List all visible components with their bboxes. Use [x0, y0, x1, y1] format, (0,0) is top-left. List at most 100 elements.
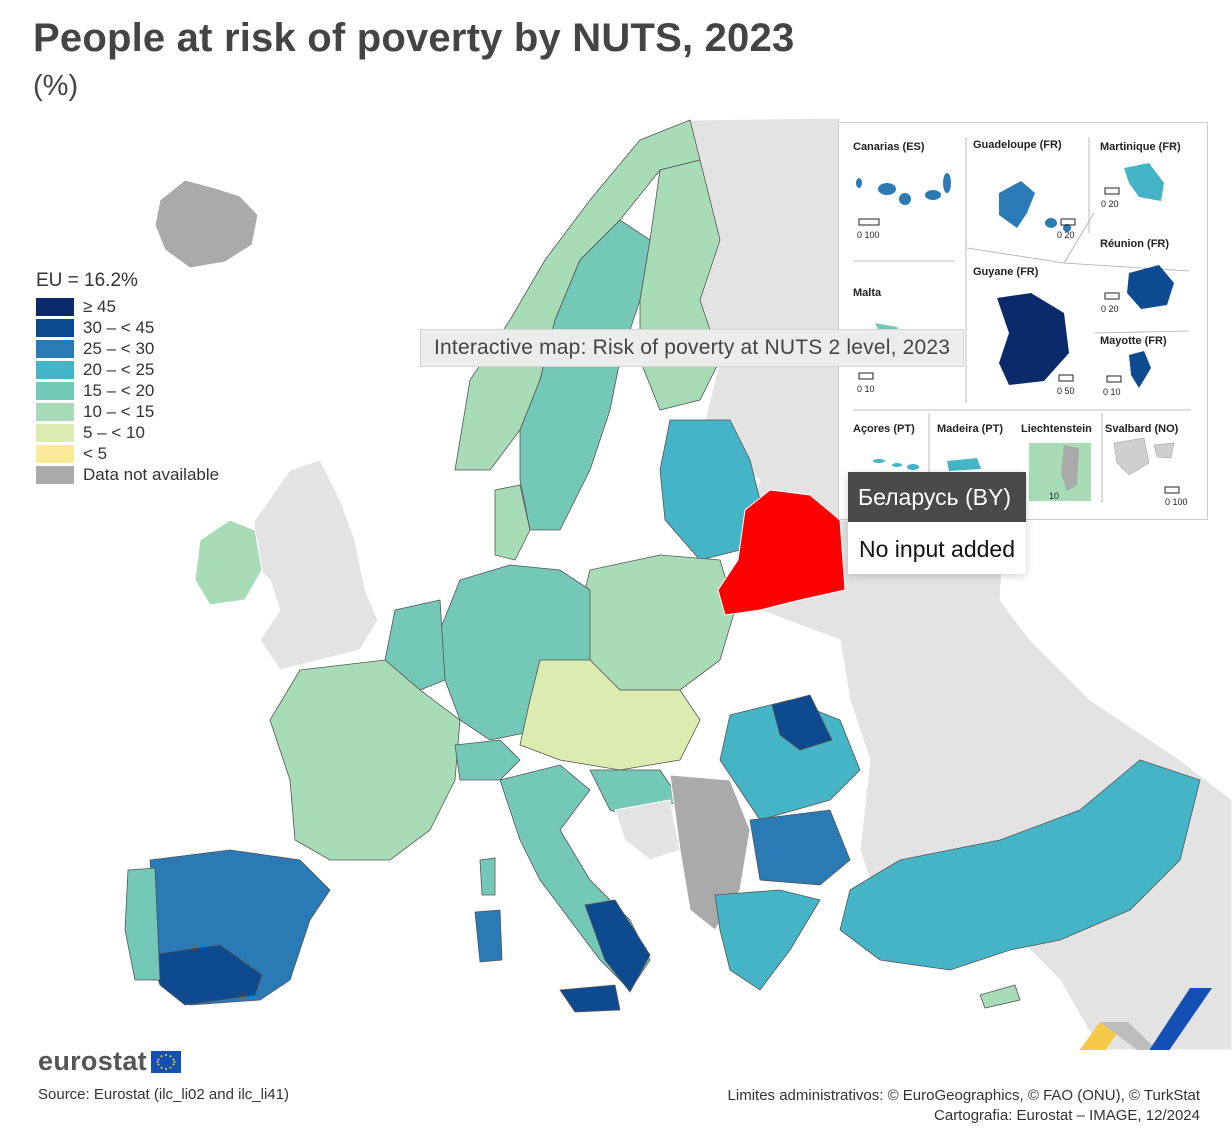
legend-row: < 5 [36, 443, 219, 464]
region-andalusia[interactable] [149, 944, 263, 1006]
region-central[interactable] [519, 659, 701, 771]
legend-label: 5 – < 10 [83, 422, 145, 442]
legend-swatch [36, 423, 74, 442]
region-bosnia[interactable] [614, 799, 681, 861]
legend-swatch [36, 402, 74, 421]
inset-svalbard-scale: 0 100 [1165, 497, 1188, 507]
region-italy-south[interactable] [584, 899, 651, 993]
inset-guadeloupe-scale: 0 20 [1057, 230, 1075, 240]
region-sicily[interactable] [559, 984, 621, 1013]
inset-panel: Canarias (ES) Guadeloupe (FR) Martinique… [838, 122, 1208, 520]
legend-row: Data not available [36, 464, 219, 485]
legend-label: 20 – < 25 [83, 359, 155, 379]
inset-liechtenstein-label: Liechtenstein [1021, 423, 1092, 435]
inset-canarias-scale: 0 100 [857, 230, 880, 240]
region-belarus[interactable] [717, 489, 846, 616]
inset-martinique-label: Martinique (FR) [1100, 141, 1181, 153]
inset-reunion-scale: 0 20 [1101, 304, 1119, 314]
legend-label: 15 – < 20 [83, 380, 155, 400]
legend-header: EU = 16.2% [36, 270, 138, 291]
legend-label: ≥ 45 [83, 296, 116, 316]
legend-swatch [36, 381, 74, 400]
region-uk[interactable] [249, 459, 379, 671]
legend-swatch [36, 465, 74, 484]
credits: Limites administrativos: © EuroGeographi… [728, 1086, 1200, 1126]
legend-label: < 5 [83, 443, 108, 463]
inset-guyane-scale: 0 50 [1057, 386, 1075, 396]
brand-swoosh-blue [1149, 988, 1212, 1050]
inset-dividers [853, 137, 1191, 503]
region-bulgaria[interactable] [749, 809, 851, 886]
legend-row: 10 – < 15 [36, 401, 219, 422]
region-iceland[interactable] [154, 179, 259, 269]
region-greece[interactable] [714, 889, 821, 991]
inset-malta-label: Malta [853, 287, 882, 299]
inset-svalbard-label: Svalbard (NO) [1105, 423, 1179, 435]
inset-martinique-scale: 0 20 [1101, 199, 1119, 209]
legend-label: 30 – < 45 [83, 317, 155, 337]
credits-cartography: Cartografia: Eurostat – IMAGE, 12/2024 [934, 1107, 1200, 1124]
inset-canarias-map[interactable] [856, 173, 951, 205]
map-caption: Interactive map: Risk of poverty at NUTS… [420, 329, 965, 367]
legend-swatch [36, 339, 74, 358]
brand-swoosh-grey [1100, 1022, 1155, 1050]
legend-swatch [36, 360, 74, 379]
inset-acores-map[interactable] [873, 459, 919, 470]
inset-reunion-label: Réunion (FR) [1100, 238, 1170, 250]
inset-guadeloupe-label: Guadeloupe (FR) [973, 139, 1062, 151]
inset-madeira-label: Madeira (PT) [937, 423, 1004, 435]
inset-guyane-label: Guyane (FR) [973, 266, 1039, 278]
region-corsica[interactable] [479, 857, 496, 896]
inset-madeira-map[interactable] [947, 458, 981, 471]
legend-row: 25 – < 30 [36, 338, 219, 359]
eurostat-logo: eurostat [38, 1046, 181, 1077]
region-benelux[interactable] [384, 599, 446, 691]
inset-malta-scale: 0 10 [857, 384, 875, 394]
legend-swatch [36, 318, 74, 337]
map-subtitle: (%) [33, 70, 79, 102]
region-tooltip: Беларусь (BY) No input added [848, 472, 1027, 574]
inset-mayotte-map[interactable] [1129, 351, 1151, 388]
legend-label: 25 – < 30 [83, 338, 155, 358]
legend-swatch [36, 297, 74, 316]
region-france[interactable] [269, 659, 461, 861]
legend-label: 10 – < 15 [83, 401, 155, 421]
region-poland[interactable] [579, 554, 736, 691]
region-cyprus[interactable] [979, 984, 1021, 1009]
inset-martinique-map[interactable] [1124, 163, 1164, 201]
inset-canarias-label: Canarias (ES) [853, 141, 925, 153]
region-turkey[interactable] [839, 759, 1201, 971]
inset-mayotte-scale: 0 10 [1103, 387, 1121, 397]
inset-liechtenstein-map[interactable] [1029, 443, 1091, 501]
region-ireland[interactable] [194, 519, 263, 606]
legend-row: 5 – < 10 [36, 422, 219, 443]
inset-guyane-map[interactable] [997, 293, 1069, 385]
inset-reunion-map[interactable] [1127, 265, 1174, 309]
region-sardinia[interactable] [474, 909, 503, 963]
inset-liechtenstein-scale: 10 [1049, 491, 1060, 501]
credits-boundaries: Limites administrativos: © EuroGeographi… [727, 1087, 1200, 1104]
legend-row: 30 – < 45 [36, 317, 219, 338]
legend-row: ≥ 45 [36, 296, 219, 317]
inset-liechtenstein-region[interactable] [1061, 445, 1079, 491]
inset-guadeloupe-map[interactable] [999, 181, 1071, 232]
legend-row: 15 – < 20 [36, 380, 219, 401]
source-text: Source: Eurostat (ilc_li02 and ilc_li41) [38, 1086, 289, 1103]
region-switzerland[interactable] [454, 739, 521, 781]
legend-swatch [36, 444, 74, 463]
inset-mayotte-label: Mayotte (FR) [1100, 335, 1167, 347]
legend: EU = 16.2% ≥ 45 30 – < 45 25 – < 30 20 – < … [36, 270, 219, 485]
brand-name: eurostat [38, 1046, 147, 1076]
inset-svalbard-map[interactable] [1113, 437, 1175, 476]
inset-scale-bars [858, 187, 1180, 494]
inset-acores-label: Açores (PT) [853, 423, 915, 435]
legend-row: 20 – < 25 [36, 359, 219, 380]
tooltip-region-name: Беларусь (BY) [848, 472, 1027, 522]
region-portugal[interactable] [124, 867, 161, 981]
legend-items: ≥ 45 30 – < 45 25 – < 30 20 – < 25 15 – < 20… [36, 296, 219, 485]
legend-label: Data not available [83, 464, 220, 484]
region-denmark[interactable] [494, 484, 531, 561]
tooltip-value: No input added [848, 522, 1027, 574]
region-romania-ne[interactable] [771, 694, 833, 751]
map-title: People at risk of poverty by NUTS, 2023 [33, 16, 795, 60]
